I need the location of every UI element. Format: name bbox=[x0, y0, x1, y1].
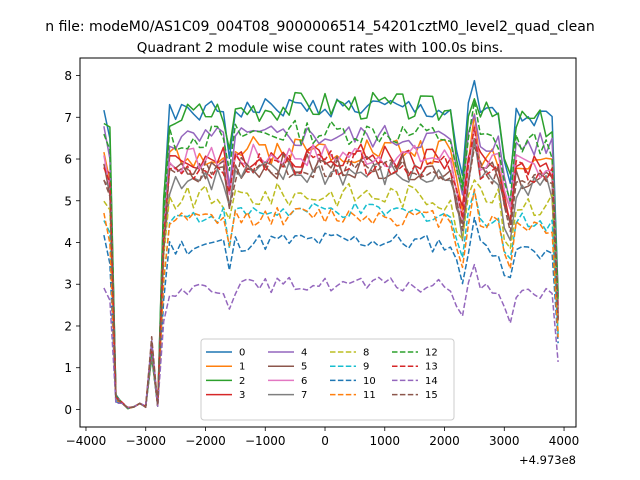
y-axis: 0 1 2 3 4 5 6 7 8 bbox=[64, 69, 80, 417]
legend-label: 2 bbox=[239, 376, 245, 387]
series-line-6 bbox=[103, 124, 559, 409]
legend-box bbox=[200, 338, 455, 421]
series-line-13 bbox=[103, 126, 559, 409]
x-tick-label: 0 bbox=[321, 434, 329, 448]
y-tick-label: 6 bbox=[64, 153, 72, 167]
chart-title: Quadrant 2 module wise count rates with … bbox=[137, 40, 503, 56]
y-tick-label: 8 bbox=[64, 69, 72, 83]
x-tick-label: −4000 bbox=[66, 434, 107, 448]
y-tick-label: 5 bbox=[64, 194, 72, 208]
suptitle: n file: modeM0/AS1C09_004T08_9000006514_… bbox=[45, 19, 594, 35]
series-line-8 bbox=[103, 179, 559, 409]
legend-label: 12 bbox=[425, 348, 438, 359]
y-tick-label: 4 bbox=[64, 236, 72, 250]
legend-label: 1 bbox=[239, 362, 245, 373]
series-line-5 bbox=[103, 140, 559, 410]
series-line-11 bbox=[103, 188, 559, 410]
legend-label: 7 bbox=[301, 390, 307, 401]
x-tick-label: −3000 bbox=[125, 434, 166, 448]
x-axis-offset-label: +4.973e8 bbox=[519, 453, 576, 467]
legend-label: 8 bbox=[363, 348, 369, 359]
series-line-7 bbox=[103, 137, 559, 409]
legend-label: 9 bbox=[363, 362, 369, 373]
x-tick-label: 1000 bbox=[369, 434, 400, 448]
series-line-15 bbox=[103, 146, 559, 409]
x-tick-label: −1000 bbox=[245, 434, 286, 448]
y-tick-label: 1 bbox=[64, 361, 72, 375]
legend-label: 15 bbox=[425, 390, 438, 401]
y-tick-label: 0 bbox=[64, 403, 72, 417]
y-tick-label: 7 bbox=[64, 111, 72, 125]
legend-label: 5 bbox=[301, 362, 307, 373]
series-line-10 bbox=[103, 216, 559, 409]
x-tick-label: −2000 bbox=[185, 434, 226, 448]
series-line-3 bbox=[103, 137, 559, 410]
legend-label: 11 bbox=[363, 390, 376, 401]
series-layer bbox=[103, 79, 559, 410]
x-tick-label: 3000 bbox=[489, 434, 520, 448]
series-line-4 bbox=[103, 113, 559, 410]
x-tick-label: 4000 bbox=[549, 434, 580, 448]
y-tick-label: 2 bbox=[64, 319, 72, 333]
x-tick-label: 2000 bbox=[429, 434, 460, 448]
legend-label: 10 bbox=[363, 376, 376, 387]
series-line-2 bbox=[103, 91, 559, 409]
y-tick-label: 3 bbox=[64, 278, 72, 292]
series-line-12 bbox=[103, 100, 559, 410]
legend-label: 4 bbox=[301, 348, 307, 359]
x-axis: −4000 −3000 −2000 −1000 0 1000 2000 3000 4000 bbox=[66, 427, 580, 448]
legend-label: 6 bbox=[301, 376, 307, 387]
legend-label: 14 bbox=[425, 376, 438, 387]
series-line-14 bbox=[103, 263, 559, 409]
legend-label: 3 bbox=[239, 390, 245, 401]
legend-label: 0 bbox=[239, 348, 245, 359]
legend-label: 13 bbox=[425, 362, 438, 373]
